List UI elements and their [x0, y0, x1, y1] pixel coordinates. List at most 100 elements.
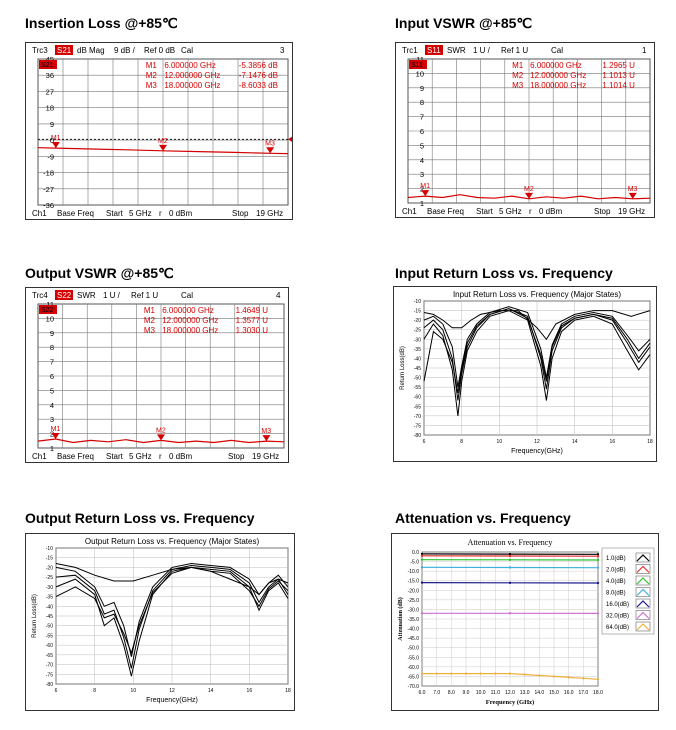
y-tick-label: 8 [420, 98, 424, 107]
y-tick-label: -25 [414, 328, 421, 334]
trc-label: Trc4 [32, 291, 48, 300]
x-tick-label: 16.0 [564, 690, 574, 696]
y-tick-label: 11 [46, 300, 54, 309]
x-tick-label: 13.0 [520, 690, 530, 696]
trace-number: 3 [280, 46, 285, 55]
footer-r: r [159, 209, 162, 218]
y-tick-label: -40.0 [408, 627, 420, 633]
y-tick-label: -10 [414, 299, 421, 305]
y-tick-label: -65 [414, 404, 421, 410]
x-tick-label: 6 [423, 439, 426, 445]
series-point [508, 558, 512, 562]
footer-channel: Ch1 [402, 207, 417, 216]
legend-swatch-box [635, 587, 651, 597]
legend-swatch [636, 565, 650, 573]
series-point [596, 581, 600, 585]
footer-base: Base Freq [427, 207, 464, 216]
series-point [508, 672, 512, 675]
y-tick-label: -50 [46, 624, 53, 630]
format-label: SWR [77, 291, 96, 300]
series-point [508, 581, 512, 585]
marker-tag: M2 [156, 427, 166, 434]
param-badge-bg [425, 45, 443, 55]
trace-line [37, 438, 285, 444]
series-line [423, 310, 651, 341]
series-point [596, 555, 600, 558]
y-tick-label: 3 [50, 415, 54, 424]
y-tick-label: -40 [414, 356, 421, 362]
legend-swatch-box [635, 564, 651, 574]
y-tick-label: -30 [46, 585, 53, 591]
param-badge-bg [55, 45, 73, 55]
marker-freq: 6.000000 GHz [162, 306, 214, 315]
y-tick-label: -35 [414, 347, 421, 353]
scale-label: 1 U / [103, 291, 121, 300]
y-tick-label: -18 [43, 169, 54, 178]
footer-start-value: 5 GHz [499, 207, 522, 216]
marker-freq: 12.000000 GHz [162, 316, 218, 325]
trace-line [407, 194, 651, 200]
y-tick-label: -35 [46, 595, 53, 601]
legend-swatch [636, 554, 650, 562]
series-point [420, 612, 424, 615]
footer-stop: Stop [228, 452, 245, 461]
series-point [596, 558, 600, 562]
series-point [464, 672, 468, 675]
marker-tag: M1 [420, 183, 430, 190]
marker-id: M2 [512, 71, 524, 80]
marker-triangle [525, 192, 533, 199]
y-tick-label: -10.0 [408, 569, 420, 575]
marker-id: M1 [512, 61, 524, 70]
x-tick-label: 16 [247, 688, 253, 694]
footer-channel: Ch1 [32, 452, 47, 461]
legend-swatch-box [635, 552, 651, 563]
legend-label: 64.0(dB) [606, 625, 629, 631]
trace-badge: S21 [41, 62, 54, 69]
y-axis-label: Return Loss(dB) [400, 346, 406, 390]
footer-start: Start [106, 209, 124, 218]
marker-value: 1.1014 U [602, 81, 635, 90]
y-tick-label: -45.0 [408, 636, 420, 642]
y-tick-label: -15.0 [408, 579, 420, 585]
legend-swatch [636, 577, 650, 585]
y-tick-label: 6 [50, 372, 54, 381]
marker-freq: 18.000000 GHz [164, 81, 220, 90]
y-tick-label: -20 [414, 318, 421, 324]
marker-triangle [266, 147, 275, 154]
series-point [420, 554, 424, 558]
chart-title: Input Return Loss vs. Frequency (Major S… [453, 290, 621, 299]
series-point [508, 612, 512, 615]
y-tick-label: -40 [46, 604, 53, 610]
y-tick-label: 5 [50, 386, 54, 395]
reference-arrow [288, 136, 292, 142]
y-tick-label: -50 [414, 376, 421, 382]
y-tick-label: 10 [46, 314, 54, 323]
cal-label: Cal [551, 46, 563, 55]
ref-label: Ref 1 U [501, 46, 528, 55]
input-rl-heading: Input Return Loss vs. Frequency [395, 265, 613, 281]
series-point [508, 552, 512, 556]
ref-label: Ref 1 U [131, 291, 158, 300]
y-tick-label: -25.0 [408, 598, 420, 604]
legend-swatch-box [635, 610, 651, 620]
series-point [596, 612, 600, 615]
series-point [508, 566, 512, 569]
series-point [494, 672, 497, 675]
y-tick-label: 5 [420, 141, 424, 150]
y-tick-label: -30.0 [408, 607, 420, 613]
series-line [55, 566, 289, 655]
trace-badge-bg [409, 60, 427, 69]
y-tick-label: -70 [46, 663, 53, 669]
y-tick-label: 2 [420, 185, 424, 194]
marker-id: M2 [146, 71, 158, 80]
footer-power: 0 dBm [169, 209, 192, 218]
footer-base: Base Freq [57, 209, 94, 218]
output-return-loss-chart: Output Return Loss vs. Frequency (Major … [25, 533, 295, 711]
y-tick-label: 4 [420, 156, 424, 165]
marker-triangle [51, 433, 60, 439]
y-tick-label: 0.0 [412, 550, 419, 556]
footer-r: r [159, 452, 162, 461]
x-axis-label: Frequency(GHz) [511, 448, 563, 455]
attenuation-chart: Attenuation vs. Frequency 0.0 -5.0 -10.0 -15… [391, 533, 659, 711]
x-tick-label: 15.0 [549, 690, 559, 696]
